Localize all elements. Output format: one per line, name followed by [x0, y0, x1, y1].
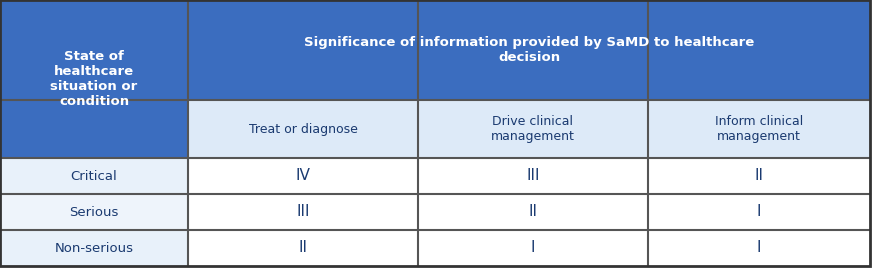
Text: Treat or diagnose: Treat or diagnose — [249, 123, 357, 136]
Bar — [188, 158, 418, 194]
Text: I: I — [757, 241, 761, 255]
Text: I: I — [757, 204, 761, 220]
Bar — [648, 230, 870, 266]
Bar — [0, 0, 188, 158]
Text: II: II — [528, 204, 538, 220]
Bar — [648, 194, 870, 230]
Bar — [418, 158, 648, 194]
Text: II: II — [299, 241, 307, 255]
Bar — [188, 0, 870, 100]
Bar — [418, 194, 648, 230]
Bar — [418, 100, 648, 158]
Text: Non-serious: Non-serious — [54, 241, 133, 255]
Text: III: III — [526, 168, 540, 184]
Text: State of
healthcare
situation or
condition: State of healthcare situation or conditi… — [51, 50, 138, 108]
Bar — [648, 158, 870, 194]
Bar — [188, 194, 418, 230]
Text: Serious: Serious — [69, 205, 118, 218]
Text: II: II — [754, 168, 764, 184]
Text: Inform clinical
management: Inform clinical management — [715, 115, 803, 143]
Text: IV: IV — [295, 168, 310, 184]
Bar — [188, 230, 418, 266]
Bar — [0, 194, 188, 230]
Text: Drive clinical
management: Drive clinical management — [491, 115, 575, 143]
Text: Significance of information provided by SaMD to healthcare
decision: Significance of information provided by … — [304, 36, 754, 64]
Bar — [418, 230, 648, 266]
Bar — [648, 100, 870, 158]
Text: Critical: Critical — [71, 170, 117, 183]
Bar — [0, 230, 188, 266]
Text: III: III — [296, 204, 310, 220]
Text: I: I — [531, 241, 535, 255]
Bar — [188, 100, 418, 158]
Bar — [0, 158, 188, 194]
